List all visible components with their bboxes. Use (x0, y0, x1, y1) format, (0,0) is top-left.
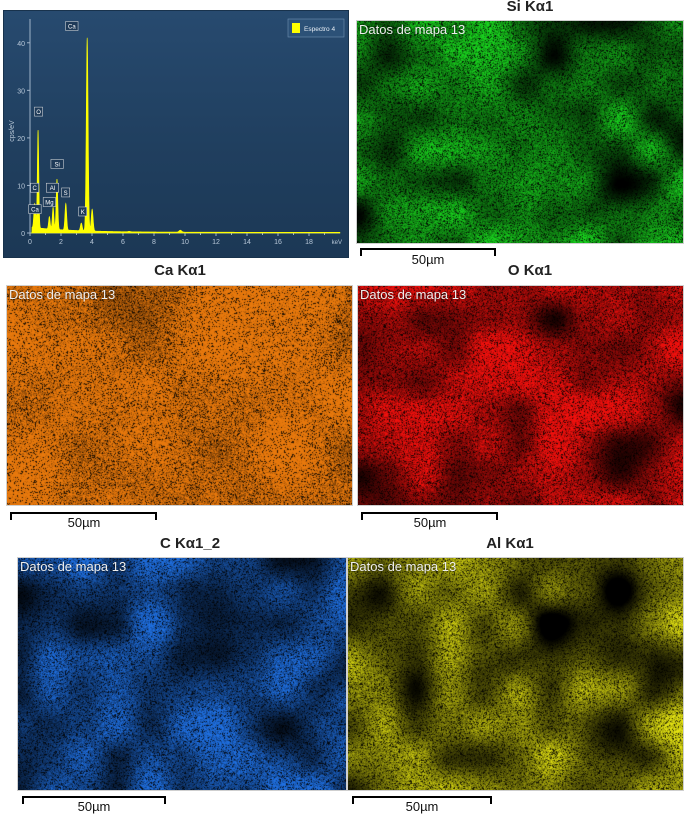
peak-label-box (42, 197, 56, 207)
scale-bar-si (360, 248, 496, 256)
scale-label-c: 50µm (77, 799, 111, 814)
peak-label: Al (50, 186, 55, 192)
peak-label-box (34, 106, 43, 117)
scale-label-al: 50µm (405, 799, 439, 814)
map-image-al (348, 558, 683, 790)
scale-label-si: 50µm (411, 252, 445, 267)
peak-label: Si (54, 162, 59, 168)
x-tick-label: 14 (243, 239, 251, 246)
map-label-si: Datos de mapa 13 (359, 22, 466, 37)
map-title-c: C Kα1_2 (159, 535, 221, 552)
peak-label-box (78, 206, 88, 217)
scale-label-ca: 50µm (67, 515, 101, 530)
peak-label-box (30, 182, 39, 193)
map-label-o: Datos de mapa 13 (360, 287, 467, 302)
legend-box (287, 18, 345, 38)
peak-label-box (61, 187, 70, 198)
peak-label: Mg (45, 200, 53, 206)
element-map-si: Datos de mapa 13 (356, 20, 684, 244)
x-tick-label: 18 (305, 239, 313, 246)
x-tick-label: 8 (152, 239, 156, 246)
y-tick-label: 40 (17, 41, 25, 48)
scale-bar-ca (10, 512, 157, 520)
x-tick-label: 0 (28, 239, 32, 246)
map-label-al: Datos de mapa 13 (350, 559, 457, 574)
map-label-c: Datos de mapa 13 (20, 559, 127, 574)
peak-label: Ca (68, 25, 76, 31)
x-tick-label: 12 (212, 239, 220, 246)
x-tick-label: 4 (90, 239, 94, 246)
element-map-al: Datos de mapa 13 (347, 557, 684, 791)
x-tick-label: 2 (59, 239, 63, 246)
map-image-o (358, 286, 683, 505)
y-tick-label: 10 (17, 183, 25, 190)
scale-label-o: 50µm (413, 515, 447, 530)
x-tick-label: 16 (274, 239, 282, 246)
y-tick-label: 30 (17, 88, 25, 95)
scale-bar-c (22, 796, 166, 804)
x-tick-label: 10 (181, 239, 189, 246)
y-tick-label: 0 (21, 231, 25, 238)
map-image-c (18, 558, 346, 790)
x-tick-label: 6 (121, 239, 125, 246)
map-title-si: Si Kα1 (506, 0, 554, 15)
element-map-o: Datos de mapa 13 (357, 285, 684, 506)
peak-label: Ca (31, 208, 39, 214)
element-map-ca: Datos de mapa 13 (6, 285, 353, 506)
peak-label-box (28, 204, 42, 214)
scale-bar-al (352, 796, 492, 804)
peak-label: C (32, 186, 37, 192)
peak-label-box (65, 21, 79, 31)
peak-label: O (36, 110, 41, 116)
y-axis-label: cps/eV (9, 120, 16, 142)
eds-spectrum-chart: 0 10 20 30 40 0 2 4 6 8 10 12 14 16 18 keV cps/eV Espectr… (3, 10, 349, 258)
peak-label-box (46, 182, 59, 193)
map-title-al: Al Kα1 (486, 535, 534, 552)
map-image-ca (7, 286, 352, 505)
map-image-si (357, 21, 683, 243)
x-unit-label: keV (332, 240, 342, 246)
y-tick-label: 20 (17, 136, 25, 143)
peak-label: K (81, 210, 85, 216)
spectrum-svg: 0 10 20 30 40 0 2 4 6 8 10 12 14 16 18 keV cps/eV Espectr… (9, 18, 345, 246)
peak-label: S (64, 191, 68, 197)
legend-label: Espectro 4 (304, 26, 335, 33)
map-label-ca: Datos de mapa 13 (9, 287, 116, 302)
map-title-o: O Kα1 (507, 262, 553, 279)
map-title-ca: Ca Kα1 (154, 262, 206, 279)
legend-swatch (292, 23, 300, 33)
scale-bar-o (361, 512, 498, 520)
element-map-c: Datos de mapa 13 (17, 557, 347, 791)
spectrum-area (30, 37, 341, 234)
peak-label-box (50, 159, 64, 169)
